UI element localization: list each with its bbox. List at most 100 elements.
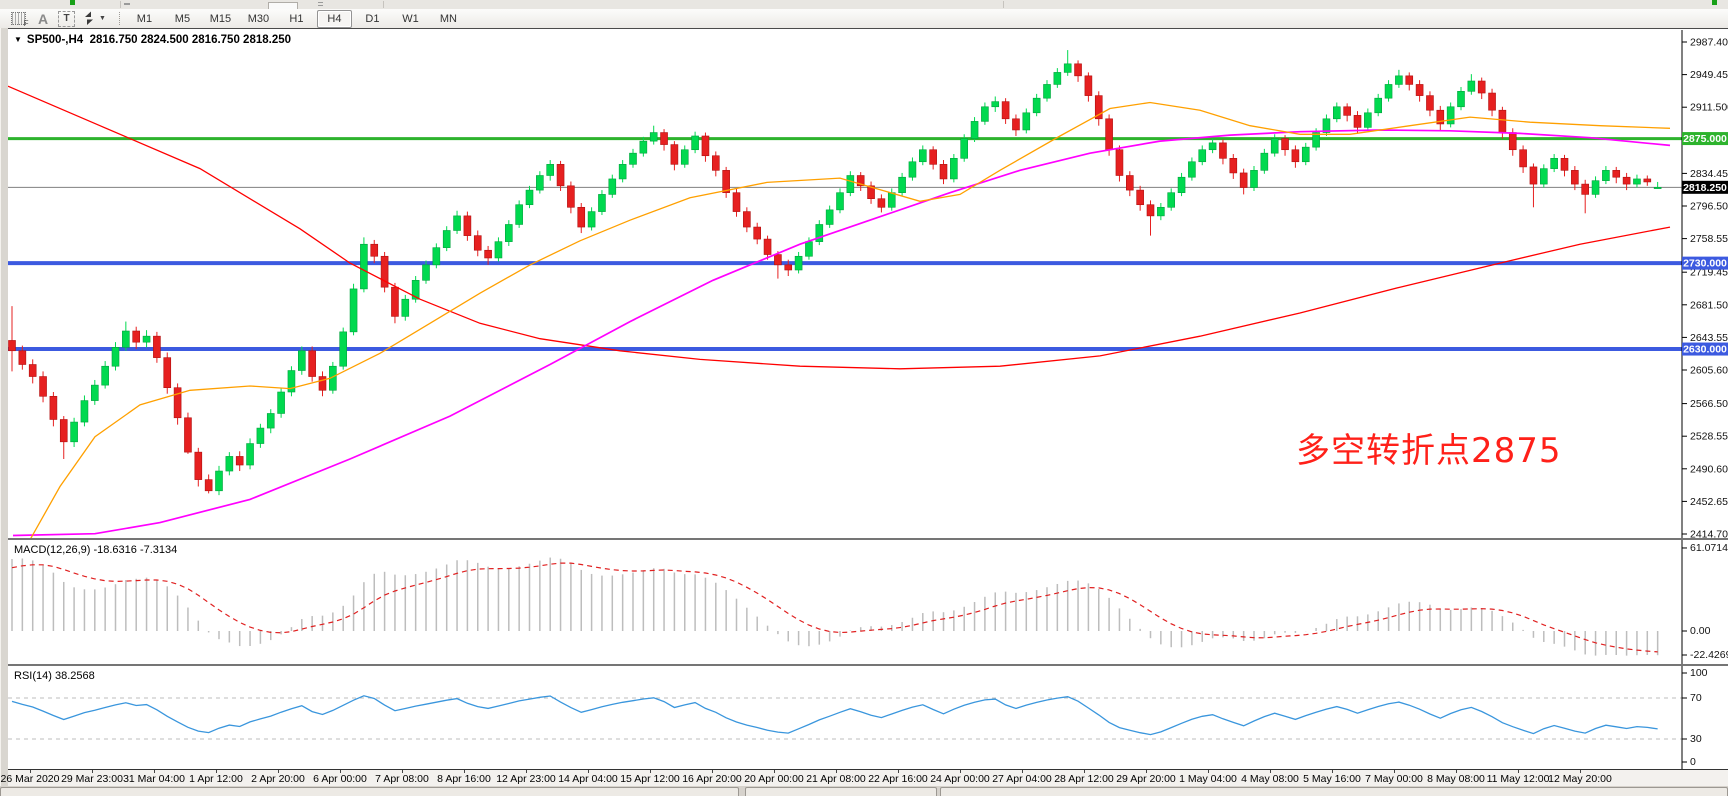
time-tick-label: 28 Apr 12:00 [1054, 773, 1114, 785]
rsi-scale-label: 100 [1690, 667, 1708, 679]
time-tick-label: 8 May 08:00 [1427, 773, 1485, 785]
bottom-panel-edge [940, 787, 1728, 796]
candle [1581, 183, 1589, 195]
candle [701, 135, 710, 157]
candle [256, 427, 265, 444]
price-chart-panel[interactable]: 2987.400 2949.450 2911.500 2834.450 2796.500… [8, 30, 1728, 538]
time-tick [278, 770, 279, 773]
divider [318, 2, 323, 3]
chart-title[interactable]: ▼ SP500-,H4 2816.750 2824.500 2816.750 28… [14, 34, 291, 46]
candle [59, 419, 68, 443]
candle [546, 164, 555, 176]
level-price-badge [1682, 342, 1728, 356]
candle [473, 235, 482, 251]
time-tick [1394, 770, 1395, 773]
time-tick [1332, 770, 1333, 773]
candle [204, 479, 213, 492]
tf-button-M1[interactable]: M1 [136, 12, 153, 25]
time-tick [216, 770, 217, 773]
time-tick [960, 770, 961, 773]
time-tick-label: 1 Apr 12:00 [189, 773, 243, 785]
tf-button-MN[interactable]: MN [439, 12, 457, 25]
candle [1333, 106, 1341, 120]
candle [1560, 158, 1569, 171]
candle [1291, 149, 1300, 163]
rsi-panel[interactable]: 100 70 30 0 RSI(14) 38.2568 [8, 666, 1728, 769]
symbol-ohlc-text: SP500-,H4 2816.750 2824.500 2816.750 281… [26, 34, 292, 46]
candle [111, 347, 120, 367]
price-tick-label: 2987.400 [1690, 37, 1728, 49]
time-tick [1456, 770, 1457, 773]
text-box-tool[interactable]: T [58, 10, 75, 27]
candle [1488, 92, 1496, 111]
divider [318, 5, 323, 6]
candle [515, 204, 523, 225]
tf-button-W1[interactable]: W1 [402, 12, 419, 25]
text-label-icon[interactable]: A [37, 10, 49, 27]
objects-arrows-icon[interactable]: ▼ [81, 10, 106, 27]
level-price-badge [1682, 256, 1728, 270]
candle [432, 247, 441, 266]
candle [556, 164, 565, 187]
time-tick-label: 27 Apr 04:00 [992, 773, 1052, 785]
candle [711, 155, 720, 171]
time-tick-label: 15 Apr 12:00 [620, 773, 680, 785]
candle [1322, 118, 1331, 133]
candle [898, 176, 906, 193]
candle [1022, 112, 1031, 131]
bottom-strip [0, 786, 1728, 796]
time-tick-label: 6 Apr 00:00 [313, 773, 367, 785]
time-tick [774, 770, 775, 773]
annotation-text[interactable]: 多空转折点2875 [1296, 431, 1562, 471]
panel-separator[interactable] [8, 664, 1728, 666]
candle [1591, 180, 1600, 195]
candle [1146, 204, 1155, 217]
candle [1177, 176, 1186, 193]
candle [680, 149, 689, 165]
macd-signal-line [11, 562, 1658, 653]
panel-separator[interactable] [8, 538, 1728, 540]
grid-icon: F [10, 12, 29, 28]
tf-button-M5[interactable]: M5 [174, 12, 191, 25]
time-tick [898, 770, 899, 773]
candle [1012, 118, 1020, 131]
candle [215, 470, 223, 492]
time-tick-label: 31 Mar 04:00 [123, 773, 185, 785]
candle [1063, 63, 1072, 73]
candle [463, 215, 472, 236]
tf-button-H4[interactable]: H4 [316, 9, 352, 28]
divider [124, 3, 130, 5]
candle [1353, 115, 1362, 128]
candle [318, 376, 327, 391]
candle [1157, 206, 1165, 217]
time-tick-label: 12 May 20:00 [1548, 773, 1612, 785]
chevron-down-icon[interactable]: ▼ [14, 35, 22, 44]
tf-button-M30[interactable]: M30 [247, 12, 270, 25]
tf-button-D1[interactable]: D1 [365, 12, 380, 25]
candle [1167, 192, 1175, 208]
time-tick [712, 770, 713, 773]
candle [1188, 161, 1196, 178]
candle [8, 340, 16, 352]
candle [1384, 84, 1393, 99]
candle [18, 350, 27, 365]
candle [1364, 112, 1372, 128]
candle [856, 175, 865, 187]
bottom-panel-edge [745, 787, 937, 796]
candle [1550, 158, 1558, 169]
time-tick [1580, 770, 1581, 773]
candle [1374, 97, 1382, 114]
time-axis[interactable]: 26 Mar 2020 29 Mar 23:00 31 Mar 04:00 1 Apr… [1, 770, 1728, 787]
price-tick-label: 2758.550 [1690, 233, 1728, 245]
macd-panel[interactable]: 61.0714 0.00 -22.4269 MACD(12,26,9) -18.63… [8, 540, 1728, 664]
candle [1446, 106, 1455, 125]
candle [908, 161, 917, 178]
candle [970, 121, 979, 139]
candle [1074, 63, 1082, 77]
tf-button-H1[interactable]: H1 [289, 12, 304, 25]
candle [1126, 175, 1134, 191]
crosshair-grid-icon[interactable]: F [8, 10, 29, 28]
tf-button-M15[interactable]: M15 [209, 12, 232, 25]
candle [1519, 149, 1527, 168]
candlestick-chart[interactable]: 2987.400 2949.450 2911.500 2834.450 2796.500… [8, 30, 1728, 538]
